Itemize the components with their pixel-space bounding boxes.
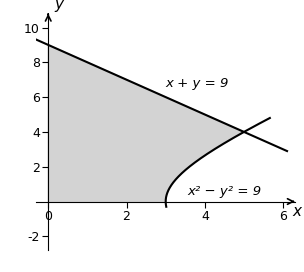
Text: y: y — [54, 0, 63, 12]
Text: x: x — [292, 203, 301, 219]
Polygon shape — [48, 45, 244, 202]
Text: x + y = 9: x + y = 9 — [166, 77, 229, 90]
Text: x² − y² = 9: x² − y² = 9 — [187, 185, 261, 197]
